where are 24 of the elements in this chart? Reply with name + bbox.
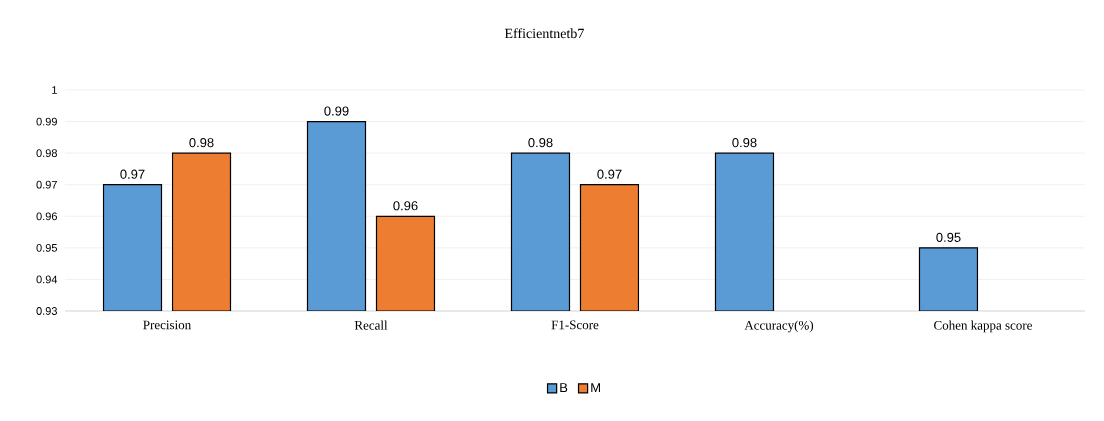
y-tick-label: 0.97 [36, 180, 57, 189]
y-tick-label: 0.95 [36, 243, 57, 252]
y-tick-label: 0.94 [36, 275, 58, 284]
x-tick-label: F1-Score [551, 320, 599, 330]
data-label: 0.99 [324, 106, 349, 116]
legend-label: B [560, 383, 568, 393]
y-tick-label: 0.99 [36, 117, 57, 126]
x-tick-label: Cohen kappa score [934, 320, 1032, 333]
data-label: 0.98 [528, 138, 553, 148]
data-label: 0.97 [120, 169, 145, 179]
y-tick-label: 0.98 [36, 149, 57, 158]
x-tick-label: Accuracy(%) [744, 320, 814, 333]
chart-title: Efficientnetb7 [504, 28, 584, 39]
data-label: 0.98 [189, 138, 214, 148]
data-label: 0.95 [936, 232, 961, 242]
data-label: 0.97 [597, 169, 622, 179]
data-label: 0.98 [732, 138, 757, 148]
x-tick-label: Precision [143, 320, 191, 330]
x-tick-label: Recall [354, 320, 388, 330]
y-tick-label: 0.93 [36, 307, 57, 315]
y-tick-label: 1 [52, 86, 57, 94]
data-label: 0.96 [393, 201, 418, 211]
y-tick-label: 0.96 [36, 212, 57, 221]
legend-label: M [591, 383, 600, 393]
